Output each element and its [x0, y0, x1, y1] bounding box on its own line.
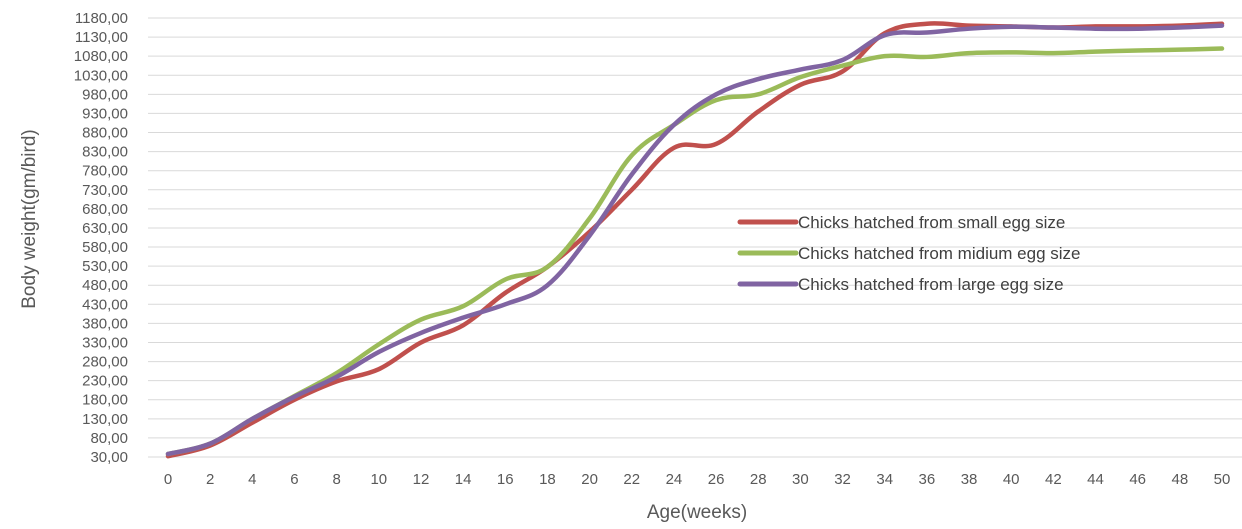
legend: Chicks hatched from small egg size Chicks…	[737, 213, 1081, 294]
x-tick-label: 4	[248, 471, 256, 488]
x-tick-label: 22	[623, 471, 640, 488]
y-axis-title: Body weight(gm/bird)	[19, 129, 40, 309]
x-tick-label: 48	[1171, 471, 1188, 488]
y-tick-label: 180,00	[82, 392, 128, 409]
y-tick-label: 1180,00	[75, 10, 128, 27]
y-axis-ticks: 30,00 80,00 130,00 180,00 230,00 280,00 330,00…	[74, 10, 128, 466]
y-tick-label: 880,00	[82, 125, 128, 142]
x-tick-label: 0	[164, 471, 172, 488]
x-tick-label: 24	[666, 471, 683, 488]
y-tick-label: 230,00	[82, 373, 128, 390]
x-tick-label: 10	[370, 471, 387, 488]
y-tick-label: 980,00	[82, 86, 128, 103]
x-axis-ticks: 0 2 4 6 8 10 12 14 16 18 20 22 24 26 28 30 32 34 36 38 40 42 4…	[164, 471, 1231, 488]
series-line-2	[165, 46, 1225, 457]
x-tick-label: 30	[792, 471, 809, 488]
y-tick-label: 130,00	[82, 411, 128, 428]
x-tick-label: 8	[332, 471, 340, 488]
y-tick-label: 80,00	[90, 430, 128, 447]
series-lines	[165, 21, 1225, 459]
x-tick-label: 14	[455, 471, 472, 488]
x-tick-label: 38	[961, 471, 978, 488]
y-tick-label: 630,00	[82, 220, 128, 237]
x-tick-label: 16	[497, 471, 514, 488]
y-tick-label: 780,00	[82, 163, 128, 180]
x-tick-label: 44	[1087, 471, 1104, 488]
x-tick-label: 40	[1003, 471, 1020, 488]
y-tick-label: 830,00	[82, 144, 128, 161]
x-tick-label: 32	[834, 471, 851, 488]
legend-label: Chicks hatched from small egg size	[798, 213, 1065, 232]
x-tick-label: 28	[750, 471, 767, 488]
gridlines	[148, 17, 1242, 458]
y-tick-label: 1030,00	[74, 67, 128, 84]
legend-label: Chicks hatched from large egg size	[798, 275, 1064, 294]
x-tick-label: 2	[206, 471, 214, 488]
y-tick-label: 380,00	[82, 315, 128, 332]
x-tick-label: 34	[876, 471, 893, 488]
series-line-1	[165, 21, 1225, 459]
y-tick-label: 530,00	[82, 258, 128, 275]
x-tick-label: 26	[708, 471, 725, 488]
y-tick-label: 30,00	[90, 449, 128, 466]
x-tick-label: 50	[1214, 471, 1231, 488]
y-tick-label: 680,00	[82, 201, 128, 218]
y-tick-label: 580,00	[82, 239, 128, 256]
y-tick-label: 430,00	[82, 296, 128, 313]
legend-label: Chicks hatched from midium egg size	[798, 244, 1081, 263]
x-tick-label: 6	[290, 471, 298, 488]
x-axis-title: Age(weeks)	[647, 502, 747, 523]
x-tick-label: 36	[919, 471, 936, 488]
y-tick-label: 280,00	[82, 354, 128, 371]
y-tick-label: 930,00	[82, 105, 128, 122]
x-tick-label: 12	[413, 471, 430, 488]
series-line-3	[165, 23, 1225, 457]
y-tick-label: 730,00	[82, 182, 128, 199]
y-tick-label: 480,00	[82, 277, 128, 294]
x-tick-label: 18	[539, 471, 556, 488]
y-tick-label: 1080,00	[74, 48, 128, 65]
x-tick-label: 42	[1045, 471, 1062, 488]
y-tick-label: 330,00	[82, 334, 128, 351]
y-tick-label: 1130,00	[75, 29, 128, 46]
x-tick-label: 20	[581, 471, 598, 488]
x-tick-label: 46	[1129, 471, 1146, 488]
